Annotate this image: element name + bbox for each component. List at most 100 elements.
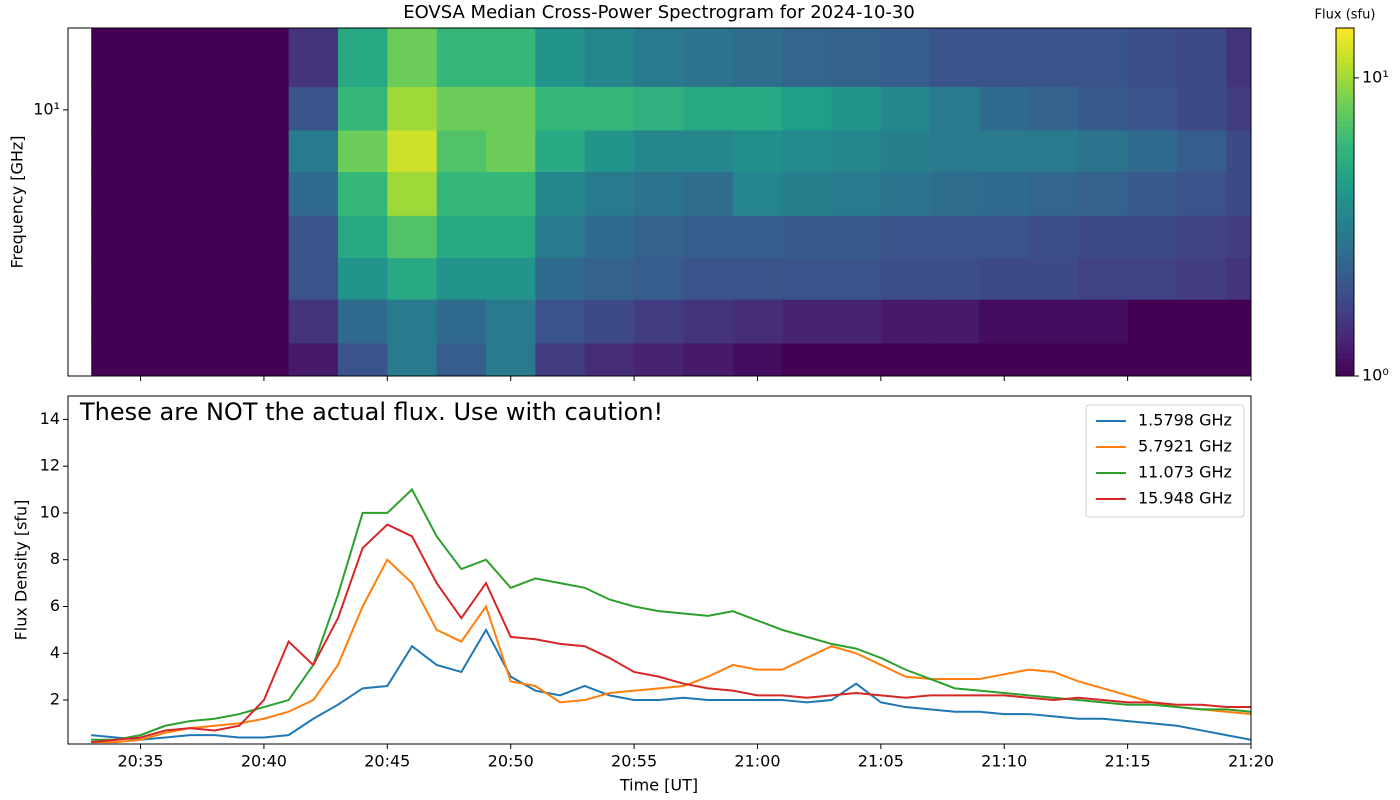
colorbar-step — [1336, 57, 1354, 64]
heatmap-cell — [140, 257, 191, 300]
x-tick-label: 20:55 — [611, 752, 657, 771]
colorbar-step — [1336, 91, 1354, 99]
heatmap-cell — [239, 28, 290, 87]
colorbar-step — [1336, 138, 1354, 145]
data-line — [91, 523, 1251, 744]
heatmap-cell — [584, 299, 635, 344]
heatmap-cell — [1226, 299, 1251, 344]
heatmap-cell — [782, 171, 832, 216]
heatmap-cell — [1226, 129, 1251, 173]
heatmap-cell — [91, 299, 142, 344]
heatmap-cell — [979, 257, 1030, 300]
colorbar-step — [1336, 364, 1354, 371]
heatmap-cell — [683, 215, 734, 259]
heatmap-cell — [535, 86, 586, 131]
heatmap-cell — [239, 257, 290, 300]
heatmap-cell — [831, 342, 882, 376]
heatmap-cell — [288, 299, 339, 344]
heatmap-cell — [930, 299, 981, 344]
colorbar-step — [1336, 242, 1354, 249]
heatmap-cell — [1176, 28, 1227, 87]
x-tick-label: 21:20 — [1228, 752, 1274, 771]
heatmap-cell — [831, 257, 882, 300]
colorbar-step — [1336, 167, 1354, 174]
colorbar-step — [1336, 80, 1354, 87]
colorbar-step — [1336, 248, 1354, 255]
heatmap-cell — [1127, 171, 1178, 216]
heatmap-cell — [831, 129, 882, 173]
heatmap-cell — [634, 28, 684, 87]
heatmap-cell — [634, 129, 684, 173]
heatmap-cell — [782, 28, 832, 87]
y-tick-label: 14 — [40, 409, 60, 428]
heatmap-cell — [1176, 86, 1227, 131]
heatmap-cell — [387, 299, 438, 344]
colorbar-step — [1336, 231, 1354, 238]
heatmap-cell — [1078, 171, 1129, 216]
colorbar-step — [1336, 306, 1354, 313]
legend-box — [1085, 404, 1245, 518]
heatmap-cell — [288, 342, 339, 376]
colorbar-step — [1336, 155, 1354, 162]
colorbar-step — [1336, 33, 1354, 41]
colorbar-step — [1336, 207, 1354, 215]
heatmap-cell — [189, 342, 240, 376]
colorbar-step — [1336, 358, 1354, 365]
heatmap-cell — [634, 86, 684, 131]
heatmap-cell — [782, 257, 832, 300]
heatmap-cell — [387, 171, 438, 216]
y-tick-label: 10¹ — [33, 99, 60, 118]
heatmap-cell — [1127, 86, 1178, 131]
colorbar-step — [1336, 28, 1354, 35]
heatmap-cell — [436, 28, 487, 87]
heatmap-cell — [634, 171, 684, 216]
heatmap-cell — [535, 257, 586, 300]
heatmap-cell — [288, 171, 339, 216]
heatmap-cell — [1028, 129, 1079, 173]
colorbar-step — [1336, 271, 1354, 278]
heatmap-cell — [979, 28, 1030, 87]
heatmap-cell — [1127, 342, 1178, 376]
heatmap-cell — [140, 299, 191, 344]
colorbar-step — [1336, 161, 1354, 168]
heatmap-cell — [1127, 129, 1178, 173]
heatmap-cell — [782, 215, 832, 259]
heatmap-cell — [1226, 171, 1251, 216]
heatmap-cell — [930, 257, 981, 300]
heatmap-cell — [880, 86, 931, 131]
heatmap-cell — [535, 28, 586, 87]
colorbar-step — [1336, 126, 1354, 133]
y-axis-label: Flux Density [sfu] — [12, 500, 31, 641]
heatmap-cell — [732, 342, 783, 376]
heatmap-cell — [535, 129, 586, 173]
heatmap-cell — [880, 129, 931, 173]
heatmap-cell — [140, 342, 191, 376]
heatmap-cell — [91, 342, 142, 376]
heatmap-cell — [930, 215, 981, 259]
colorbar-step — [1336, 341, 1354, 348]
heatmap-cell — [1078, 257, 1129, 300]
heatmap-cell — [535, 215, 586, 259]
heatmap-cell — [683, 129, 734, 173]
heatmap-cell — [387, 28, 438, 87]
lines — [91, 487, 1251, 744]
heatmap-cell — [732, 215, 783, 259]
heatmap-cell — [732, 86, 783, 131]
heatmap-cell — [880, 257, 931, 300]
colorbar-step — [1336, 370, 1354, 377]
heatmap-cell — [140, 215, 191, 259]
heatmap-cell — [1028, 28, 1079, 87]
heatmap-cell — [1078, 129, 1129, 173]
y-tick-label: 8 — [50, 549, 60, 568]
colorbar-step — [1336, 225, 1354, 232]
heatmap-cell — [337, 215, 388, 259]
plot-frame — [67, 27, 1252, 377]
y-tick-label: 10 — [40, 502, 60, 521]
heatmap-cell — [1226, 86, 1251, 131]
plot-frame — [67, 395, 1252, 745]
legend-label: 1.5798 GHz — [1138, 411, 1232, 430]
heatmap-cell — [1127, 215, 1178, 259]
heatmap-cell — [288, 215, 339, 259]
heatmap-cell — [584, 257, 635, 300]
heatmap-cell — [584, 86, 635, 131]
